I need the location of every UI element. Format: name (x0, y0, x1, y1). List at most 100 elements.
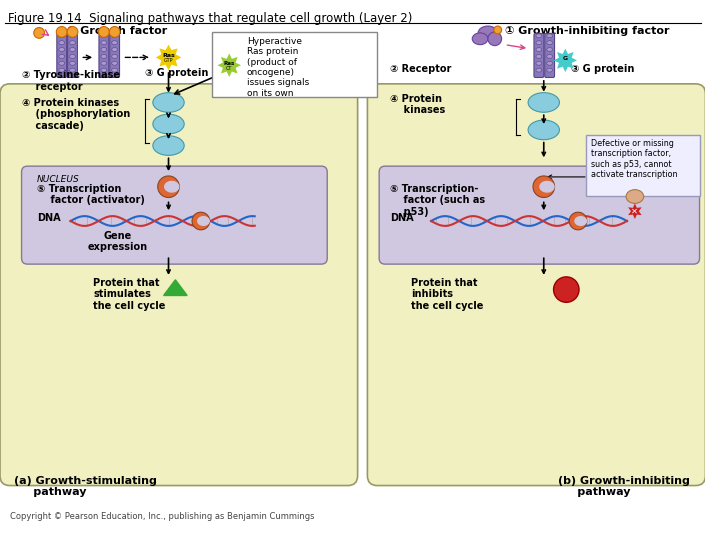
Ellipse shape (112, 40, 117, 45)
Ellipse shape (59, 62, 65, 65)
Polygon shape (554, 49, 577, 72)
Polygon shape (156, 45, 181, 70)
Text: Gene
expression: Gene expression (88, 231, 148, 252)
Ellipse shape (101, 68, 107, 72)
Ellipse shape (70, 40, 76, 45)
FancyBboxPatch shape (212, 32, 377, 97)
Ellipse shape (546, 40, 552, 45)
FancyBboxPatch shape (99, 33, 109, 77)
Ellipse shape (528, 120, 559, 140)
Ellipse shape (153, 114, 184, 134)
Ellipse shape (101, 40, 107, 45)
Ellipse shape (554, 277, 579, 302)
Ellipse shape (67, 26, 78, 37)
Text: ④ Protein
    kinases: ④ Protein kinases (390, 93, 445, 115)
Text: ① Growth-inhibiting factor: ① Growth-inhibiting factor (505, 26, 669, 36)
FancyBboxPatch shape (0, 84, 358, 485)
Ellipse shape (153, 93, 184, 112)
Ellipse shape (59, 48, 65, 51)
FancyBboxPatch shape (57, 33, 67, 77)
Text: ③ G protein: ③ G protein (145, 68, 208, 78)
Ellipse shape (536, 34, 541, 38)
Text: ④ Protein kinases
    (phosphorylation
    cascade): ④ Protein kinases (phosphorylation casca… (22, 98, 130, 131)
Text: DNA: DNA (390, 213, 413, 223)
Ellipse shape (112, 62, 117, 65)
FancyBboxPatch shape (109, 33, 120, 77)
Polygon shape (533, 176, 554, 198)
Text: ✕: ✕ (631, 207, 639, 215)
Ellipse shape (546, 34, 552, 38)
Text: NUCLEUS: NUCLEUS (37, 175, 80, 184)
Text: ⑤ Transcription
    factor (activator): ⑤ Transcription factor (activator) (37, 184, 145, 205)
Ellipse shape (112, 68, 117, 72)
Ellipse shape (109, 26, 120, 37)
Text: (a) Growth-stimulating
     pathway: (a) Growth-stimulating pathway (14, 476, 156, 497)
Ellipse shape (153, 136, 184, 156)
Text: Ras: Ras (162, 53, 175, 58)
Ellipse shape (59, 55, 65, 58)
Ellipse shape (536, 55, 541, 58)
Ellipse shape (546, 55, 552, 58)
FancyBboxPatch shape (68, 33, 78, 77)
FancyBboxPatch shape (379, 166, 700, 264)
Text: G: G (563, 56, 568, 61)
Ellipse shape (101, 48, 107, 51)
FancyBboxPatch shape (22, 166, 327, 264)
Text: ⑤ Transcription-
    factor (such as
    p53): ⑤ Transcription- factor (such as p53) (390, 184, 485, 217)
Ellipse shape (472, 33, 488, 45)
Ellipse shape (101, 34, 107, 38)
Ellipse shape (112, 55, 117, 58)
Ellipse shape (59, 40, 65, 45)
Ellipse shape (536, 62, 541, 65)
Text: DNA: DNA (37, 213, 61, 223)
Ellipse shape (34, 28, 45, 38)
FancyBboxPatch shape (367, 84, 706, 485)
Text: ③ G protein: ③ G protein (571, 64, 634, 75)
FancyBboxPatch shape (545, 33, 554, 77)
Ellipse shape (546, 68, 552, 72)
Polygon shape (163, 280, 187, 295)
Text: Defective or missing
transcription factor,
such as p53, cannot
activate transcri: Defective or missing transcription facto… (591, 139, 678, 179)
Text: CT: CT (226, 66, 233, 71)
Ellipse shape (59, 34, 65, 38)
Ellipse shape (112, 48, 117, 51)
Text: Protein that
stimulates
the cell cycle: Protein that stimulates the cell cycle (93, 278, 166, 311)
Ellipse shape (101, 62, 107, 65)
Text: (b) Growth-inhibiting
     pathway: (b) Growth-inhibiting pathway (559, 476, 690, 497)
Ellipse shape (70, 68, 76, 72)
Ellipse shape (70, 48, 76, 51)
Ellipse shape (70, 62, 76, 65)
Text: Copyright © Pearson Education, Inc., publishing as Benjamin Cummings: Copyright © Pearson Education, Inc., pub… (10, 512, 315, 521)
Polygon shape (575, 217, 586, 225)
Polygon shape (192, 212, 210, 230)
Ellipse shape (59, 68, 65, 72)
Ellipse shape (536, 68, 541, 72)
Ellipse shape (536, 40, 541, 45)
FancyBboxPatch shape (534, 33, 544, 77)
Text: Protein that
inhibits
the cell cycle: Protein that inhibits the cell cycle (412, 278, 484, 311)
Ellipse shape (546, 48, 552, 51)
Polygon shape (198, 217, 210, 225)
Ellipse shape (101, 55, 107, 58)
Polygon shape (165, 181, 179, 192)
Ellipse shape (99, 26, 109, 37)
Polygon shape (217, 53, 241, 77)
FancyBboxPatch shape (586, 135, 700, 195)
Ellipse shape (56, 26, 67, 37)
Text: Hyperactive
Ras protein
(product of
oncogene)
issues signals
on its own: Hyperactive Ras protein (product of onco… (247, 37, 309, 98)
Text: Ras: Ras (224, 61, 235, 66)
Ellipse shape (112, 34, 117, 38)
Polygon shape (540, 181, 554, 192)
Polygon shape (158, 176, 179, 198)
Text: Figure 19.14  Signaling pathways that regulate cell growth (Layer 2): Figure 19.14 Signaling pathways that reg… (8, 12, 413, 25)
Text: ② Receptor: ② Receptor (390, 64, 451, 75)
Ellipse shape (70, 34, 76, 38)
Ellipse shape (626, 190, 644, 204)
Ellipse shape (70, 55, 76, 58)
Ellipse shape (478, 26, 498, 40)
Text: GTP: GTP (163, 58, 174, 63)
Ellipse shape (546, 62, 552, 65)
Ellipse shape (536, 48, 541, 51)
Polygon shape (570, 212, 587, 230)
Ellipse shape (528, 93, 559, 112)
